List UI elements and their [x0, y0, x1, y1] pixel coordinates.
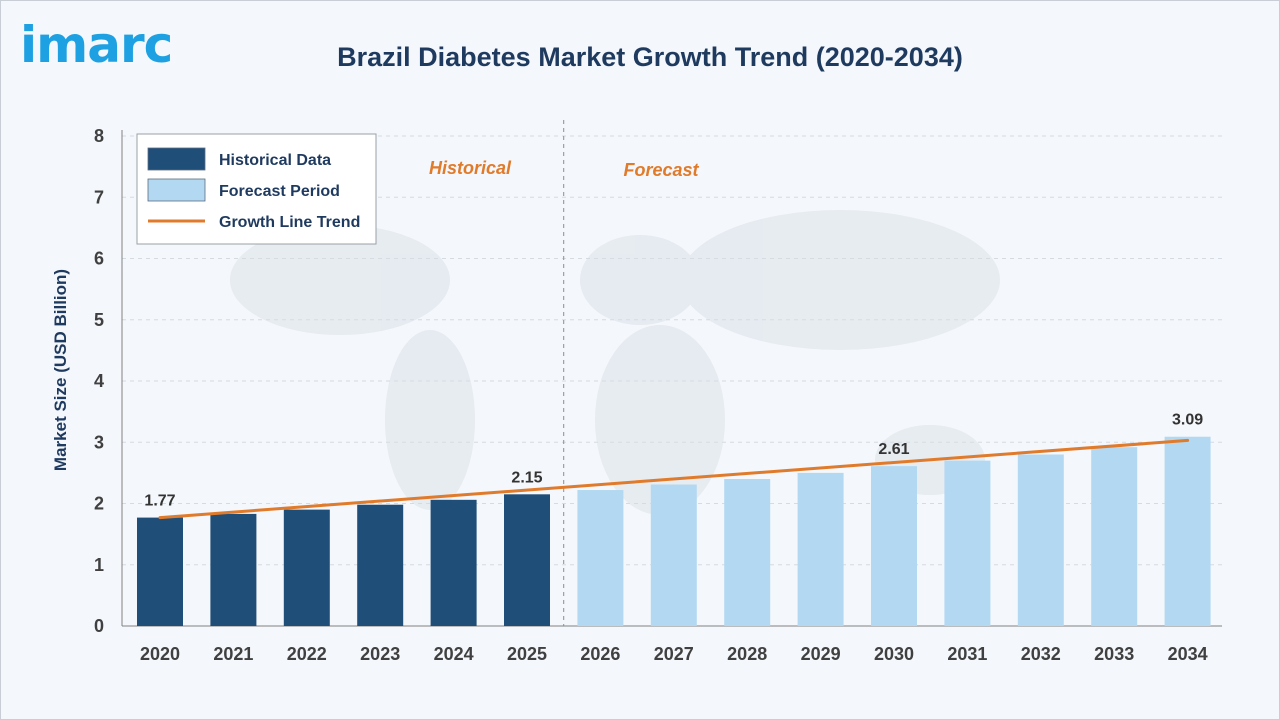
- x-tick-label: 2033: [1094, 644, 1134, 664]
- x-tick-label: 2023: [360, 644, 400, 664]
- y-tick-label: 3: [94, 432, 104, 452]
- bar-historical: [210, 513, 257, 626]
- bar-historical: [137, 517, 183, 626]
- x-tick-label: 2030: [874, 644, 914, 664]
- data-label: 1.77: [144, 493, 175, 510]
- legend-label: Historical Data: [219, 152, 331, 169]
- y-tick-label: 2: [94, 494, 104, 514]
- data-label: 2.61: [878, 441, 909, 458]
- y-axis-label: Market Size (USD Billion): [51, 269, 70, 471]
- y-tick-label: 6: [94, 249, 104, 269]
- forecast-period-label: Forecast: [623, 160, 699, 180]
- x-tick-label: 2021: [213, 644, 253, 664]
- chart-title: Brazil Diabetes Market Growth Trend (202…: [337, 42, 963, 72]
- x-tick-label: 2028: [727, 644, 767, 664]
- trend-line: [158, 438, 1190, 520]
- x-tick-label: 2024: [434, 644, 474, 664]
- y-tick-label: 4: [94, 371, 104, 391]
- bar-forecast: [724, 479, 771, 626]
- bar-forecast: [577, 490, 624, 626]
- x-tick-label: 2034: [1168, 644, 1208, 664]
- data-labels: 1.77 2.15 2.61 3.09: [144, 412, 1203, 510]
- bar-historical: [357, 504, 404, 626]
- y-tick-label: 5: [94, 310, 104, 330]
- bar-forecast: [1164, 436, 1211, 626]
- bar-forecast: [797, 472, 844, 626]
- x-tick-label: 2022: [287, 644, 327, 664]
- bar-forecast: [1091, 447, 1138, 626]
- bars: [137, 436, 1211, 626]
- world-map-watermark: [230, 210, 1000, 515]
- bar-historical: [504, 494, 550, 626]
- y-tick-label: 1: [94, 555, 104, 575]
- legend: Historical Data Forecast Period Growth Lin…: [136, 133, 377, 245]
- x-tick-label: 2032: [1021, 644, 1061, 664]
- legend-swatch: [147, 147, 206, 171]
- bar-forecast: [944, 460, 991, 626]
- x-tick-label: 2026: [580, 644, 620, 664]
- x-tick-label: 2020: [140, 644, 180, 664]
- x-tick-label: 2029: [801, 644, 841, 664]
- bar-forecast: [1017, 454, 1064, 626]
- x-tick-label: 2027: [654, 644, 694, 664]
- legend-label: Growth Line Trend: [219, 214, 360, 231]
- bar-forecast: [650, 484, 697, 626]
- legend-label: Forecast Period: [219, 183, 340, 200]
- imarc-logo: imarc: [20, 16, 173, 74]
- bar-historical: [430, 499, 477, 626]
- x-tick-label: 2025: [507, 644, 547, 664]
- data-label: 2.15: [511, 469, 542, 486]
- bar-historical: [283, 509, 330, 626]
- historical-period-label: Historical: [429, 158, 512, 178]
- bar-forecast: [871, 466, 917, 626]
- growth-trend-line: [158, 438, 1190, 520]
- y-tick-label: 7: [94, 187, 104, 207]
- data-label: 3.09: [1172, 412, 1203, 429]
- legend-swatch: [147, 178, 206, 202]
- y-tick-label: 8: [94, 126, 104, 146]
- y-tick-label: 0: [94, 616, 104, 636]
- x-tick-label: 2031: [947, 644, 987, 664]
